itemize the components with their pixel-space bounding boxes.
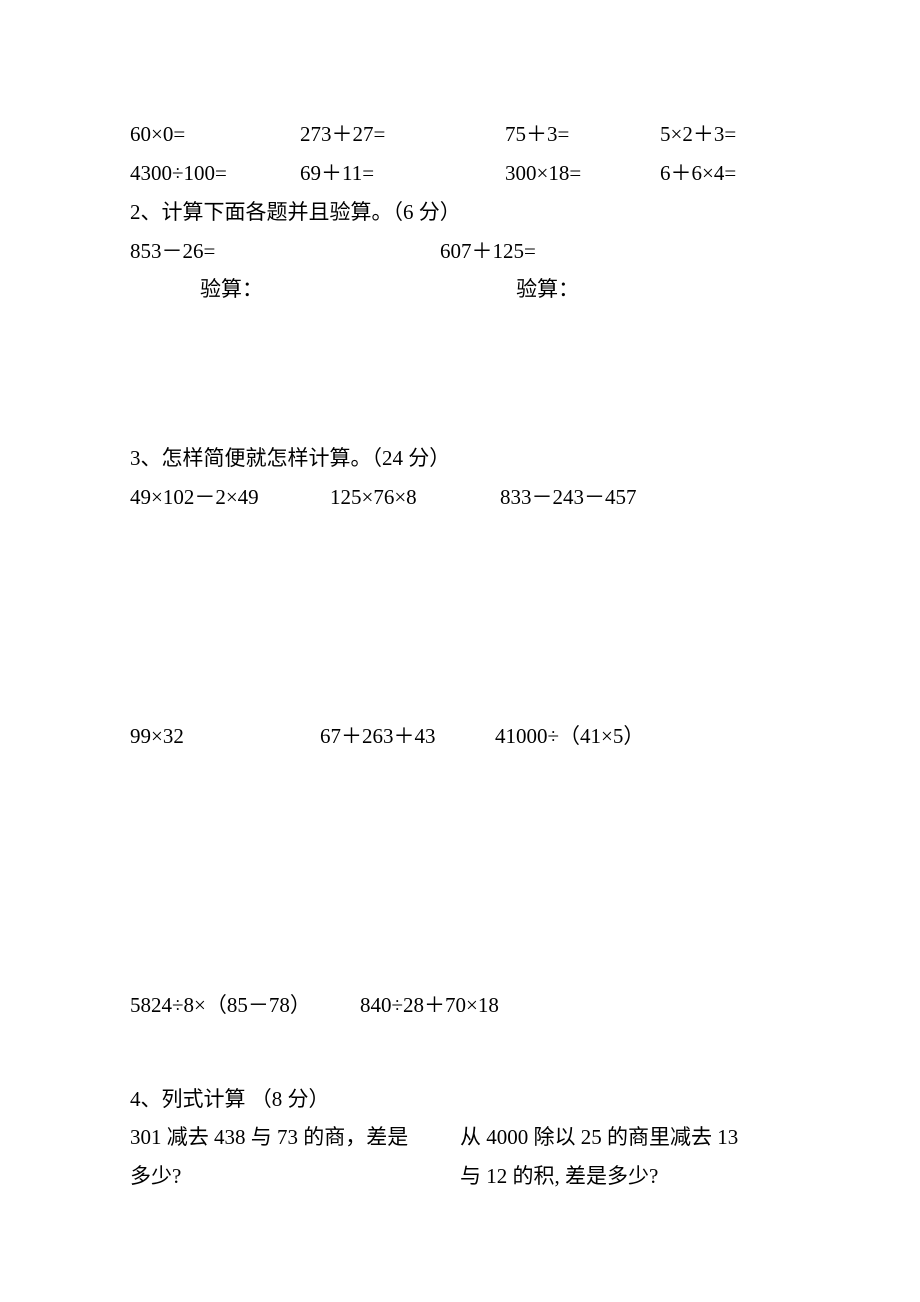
expr: 99×32 [130, 717, 320, 756]
spacer [130, 756, 790, 986]
expr: 300×18= [505, 154, 660, 193]
mental-math-row-2: 4300÷100= 69＋11= 300×18= 6＋6×4= [130, 154, 790, 193]
q2-right: 607＋125= [440, 232, 785, 271]
q4-right: 从 4000 除以 25 的商里减去 13 与 12 的积, 差是多少? [460, 1118, 790, 1196]
expr: 273＋27= [300, 115, 505, 154]
mental-math-row-1: 60×0= 273＋27= 75＋3= 5×2＋3= [130, 115, 790, 154]
expr: 75＋3= [505, 115, 660, 154]
q2-problems: 853－26= 607＋125= [130, 232, 790, 271]
spacer [130, 309, 790, 439]
q2-check-right: 验算： [446, 270, 790, 309]
q3-title: 3、怎样简便就怎样计算。（24 分） [130, 439, 790, 478]
q4-left-line1: 301 减去 438 与 73 的商，差是 [130, 1118, 460, 1157]
expr: 840÷28＋70×18 [360, 986, 790, 1025]
expr: 4300÷100= [130, 154, 300, 193]
worksheet-page: 60×0= 273＋27= 75＋3= 5×2＋3= 4300÷100= 69＋… [0, 0, 920, 1302]
spacer [130, 1025, 790, 1080]
q3-row-2: 99×32 67＋263＋43 41000÷（41×5） [130, 717, 790, 756]
expr: 49×102－2×49 [130, 478, 330, 517]
q4-right-line2: 与 12 的积, 差是多少? [460, 1157, 790, 1196]
q2-title: 2、计算下面各题并且验算。（6 分） [130, 193, 790, 232]
q2-left: 853－26= [130, 232, 440, 271]
expr: 69＋11= [300, 154, 505, 193]
q4-right-line1: 从 4000 除以 25 的商里减去 13 [460, 1118, 790, 1157]
q3-row-1: 49×102－2×49 125×76×8 833－243－457 [130, 478, 790, 517]
q2-check-row: 验算： 验算： [130, 270, 790, 309]
expr: 6＋6×4= [660, 154, 780, 193]
q4-left-line2: 多少? [130, 1157, 460, 1196]
spacer [130, 517, 790, 717]
expr: 41000÷（41×5） [495, 717, 790, 756]
q3-row-3: 5824÷8×（85－78） 840÷28＋70×18 [130, 986, 790, 1025]
expr: 67＋263＋43 [320, 717, 495, 756]
expr: 125×76×8 [330, 478, 500, 517]
expr: 5824÷8×（85－78） [130, 986, 360, 1025]
q4-left: 301 减去 438 与 73 的商，差是 多少? [130, 1118, 460, 1196]
q4-title: 4、列式计算 （8 分） [130, 1080, 790, 1119]
q4-problems: 301 减去 438 与 73 的商，差是 多少? 从 4000 除以 25 的… [130, 1118, 790, 1196]
expr: 833－243－457 [500, 478, 790, 517]
q2-check-left: 验算： [130, 270, 446, 309]
expr: 5×2＋3= [660, 115, 780, 154]
expr: 60×0= [130, 115, 300, 154]
